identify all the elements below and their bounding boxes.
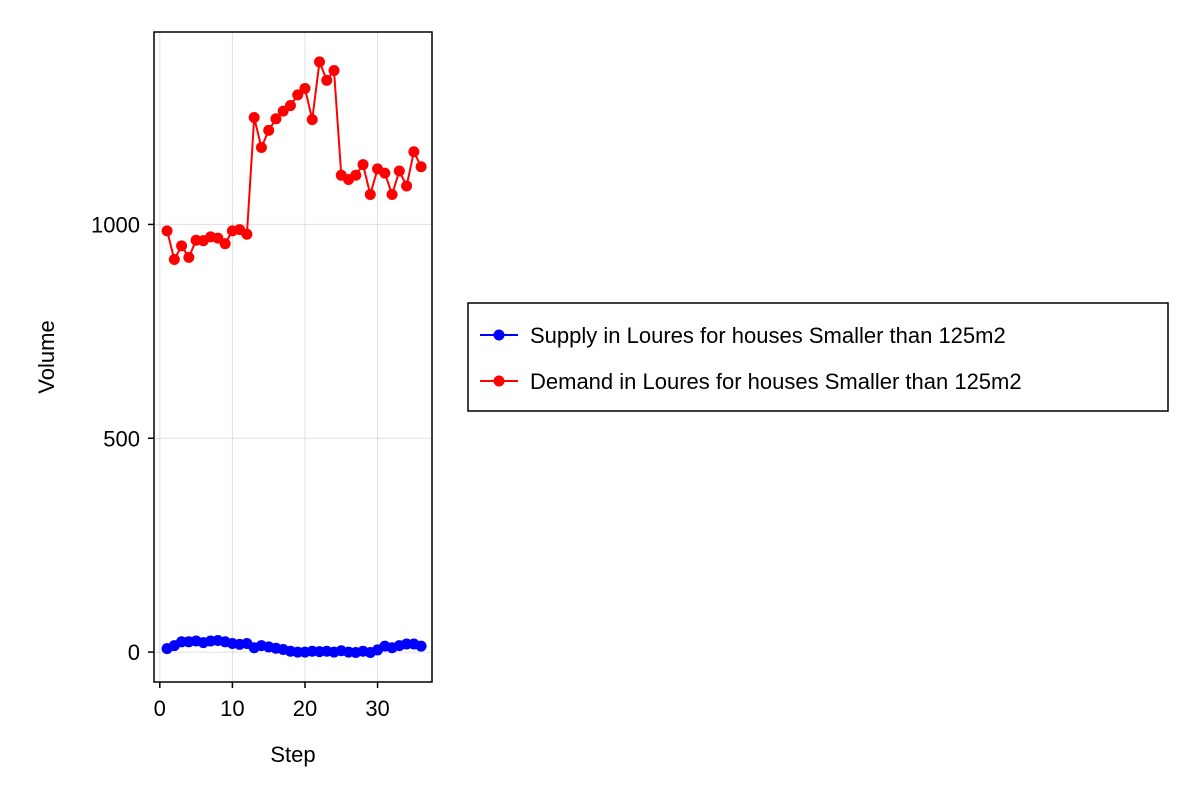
- x-tick-label: 0: [154, 696, 166, 721]
- data-point: [313, 56, 325, 68]
- data-point: [270, 113, 282, 125]
- data-point: [161, 225, 173, 237]
- legend-label-supply: Supply in Loures for houses Smaller than…: [530, 323, 1006, 348]
- data-point: [415, 161, 427, 173]
- legend-item-demand: Demand in Loures for houses Smaller than…: [480, 369, 1022, 394]
- legend-swatch-marker-supply: [493, 329, 505, 341]
- data-point: [284, 100, 296, 112]
- series-demand: [161, 56, 427, 265]
- plot-frame: [153, 31, 433, 683]
- data-point: [219, 238, 231, 250]
- data-point: [292, 89, 304, 101]
- data-point: [415, 640, 427, 652]
- data-point: [401, 180, 413, 192]
- y-axis-label: Volume: [34, 320, 59, 393]
- data-point: [357, 159, 369, 171]
- legend: Supply in Loures for houses Smaller than…: [467, 302, 1169, 412]
- legend-item-supply: Supply in Loures for houses Smaller than…: [480, 323, 1006, 348]
- data-point: [364, 189, 376, 200]
- data-point: [241, 228, 253, 240]
- data-point: [176, 240, 188, 252]
- x-tick-label: 30: [365, 696, 389, 721]
- legend-box: [467, 302, 1169, 412]
- plot-series: [161, 56, 427, 658]
- x-tick-label: 10: [220, 696, 244, 721]
- x-axis-label: Step: [270, 742, 315, 767]
- data-point: [379, 167, 391, 179]
- x-tick-label: 20: [293, 696, 317, 721]
- data-point: [306, 114, 318, 126]
- legend-swatch-marker-demand: [493, 375, 505, 387]
- y-axis-ticks: 0 500 1000: [91, 212, 154, 665]
- y-tick-label: 500: [103, 426, 140, 451]
- y-tick-label: 1000: [91, 212, 140, 237]
- data-point: [263, 124, 275, 136]
- data-point: [386, 189, 398, 200]
- x-axis-ticks: 0 10 20 30: [154, 682, 390, 721]
- data-point: [255, 141, 267, 153]
- data-point: [183, 251, 195, 263]
- data-point: [393, 165, 405, 177]
- data-point: [168, 254, 180, 265]
- data-point: [350, 169, 362, 181]
- grid-lines: [154, 32, 432, 682]
- y-tick-label: 0: [128, 640, 140, 665]
- data-point: [299, 82, 311, 94]
- data-point: [408, 146, 420, 158]
- data-point: [248, 112, 260, 124]
- data-point: [328, 64, 340, 76]
- legend-label-demand: Demand in Loures for houses Smaller than…: [530, 369, 1022, 394]
- data-point: [321, 74, 333, 86]
- series-supply: [161, 635, 427, 658]
